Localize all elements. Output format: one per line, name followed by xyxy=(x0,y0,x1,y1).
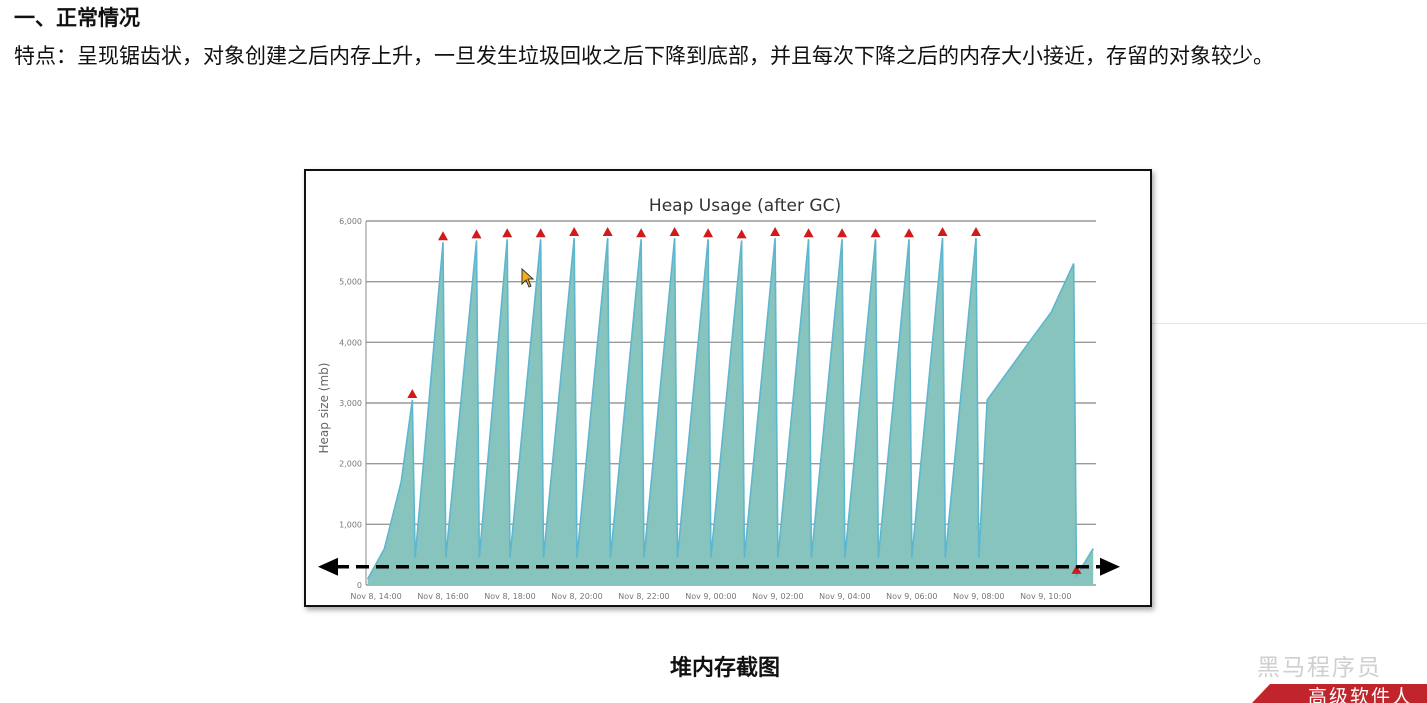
watermark-logo: 黑马程序员 xyxy=(1257,648,1427,682)
x-tick-label: Nov 8, 14:00 xyxy=(350,592,401,601)
gc-marker xyxy=(937,226,948,236)
x-tick-label: Nov 9, 06:00 xyxy=(886,592,937,601)
gc-marker xyxy=(770,226,781,236)
heap-chart-frame: Heap Usage (after GC) 0 1,000 2,000 3,000 4,0… xyxy=(304,169,1152,607)
gc-marker xyxy=(870,228,881,238)
gc-marker xyxy=(1071,564,1082,574)
chart-title: Heap Usage (after GC) xyxy=(649,196,841,216)
gc-marker xyxy=(636,228,647,238)
watermark-logo-text: 黑马程序员 xyxy=(1257,655,1382,681)
gc-marker xyxy=(535,228,546,238)
chart-caption: 堆内存截图 xyxy=(669,656,780,681)
gc-marker xyxy=(407,388,418,398)
y-tick-label: 5,000 xyxy=(339,278,362,287)
heap-usage-chart: Heap Usage (after GC) 0 1,000 2,000 3,000 4,0… xyxy=(317,196,1120,601)
gc-marker xyxy=(502,228,513,238)
gc-marker xyxy=(736,229,747,239)
y-tick-label: 6,000 xyxy=(339,217,362,226)
y-axis-label: Heap size (mb) xyxy=(317,363,331,454)
y-tick-label: 4,000 xyxy=(339,338,362,347)
x-tick-label: Nov 9, 04:00 xyxy=(819,592,870,601)
y-tick-label: 0 xyxy=(357,581,362,590)
gc-marker xyxy=(471,229,482,239)
gc-marker xyxy=(837,228,848,238)
watermark-banner-text: 高级软件人 xyxy=(1308,686,1414,703)
x-tick-label: Nov 8, 18:00 xyxy=(484,592,535,601)
baseline-arrow-right-icon xyxy=(1100,557,1120,576)
x-tick-label: Nov 8, 20:00 xyxy=(551,592,602,601)
description-text: 特点：呈现锯齿状，对象创建之后内存上升，一旦发生垃圾回收之后下降到底部，并且每次… xyxy=(14,44,1274,68)
heap-series-line xyxy=(366,237,1094,580)
x-tick-label: Nov 8, 16:00 xyxy=(417,592,468,601)
y-tick-label: 1,000 xyxy=(339,520,362,529)
x-tick-label: Nov 8, 22:00 xyxy=(618,592,669,601)
gc-marker xyxy=(803,228,814,238)
x-tick-label: Nov 9, 00:00 xyxy=(685,592,736,601)
section-heading: 一、正常情况 xyxy=(14,6,140,30)
baseline-arrow-left-icon xyxy=(318,557,338,576)
y-tick-label: 2,000 xyxy=(339,460,362,469)
gc-marker xyxy=(438,231,449,241)
watermark-banner: 高级软件人 xyxy=(1252,684,1427,703)
x-tick-label: Nov 9, 02:00 xyxy=(752,592,803,601)
x-tick-label: Nov 9, 08:00 xyxy=(953,592,1004,601)
gc-marker xyxy=(703,228,714,238)
gc-marker xyxy=(904,228,915,238)
gc-marker xyxy=(971,226,982,236)
gc-marker xyxy=(602,226,613,236)
gc-marker xyxy=(569,226,580,236)
divider-line xyxy=(1152,323,1427,324)
heap-area-fill xyxy=(367,237,1094,585)
mouse-cursor-icon xyxy=(521,268,535,288)
gc-marker xyxy=(669,226,680,236)
x-tick-label: Nov 9, 10:00 xyxy=(1020,592,1071,601)
y-tick-label: 3,000 xyxy=(339,399,362,408)
